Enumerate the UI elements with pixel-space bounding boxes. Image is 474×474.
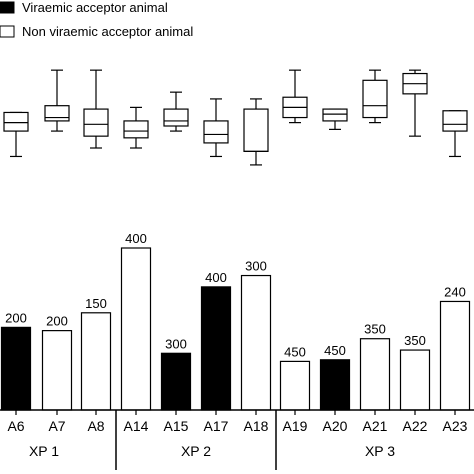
box-iqr	[442, 110, 468, 132]
bar-value-label-A14: 400	[125, 231, 147, 246]
x-tick-label-A23: A23	[443, 418, 468, 434]
legend-swatch-1	[0, 25, 15, 38]
bar-A7	[41, 330, 73, 411]
box-iqr	[203, 120, 229, 144]
x-tick-label-A8: A8	[87, 418, 104, 434]
x-tick-label-A20: A20	[323, 418, 348, 434]
bar-A19	[279, 360, 311, 411]
bar-value-label-A18: 300	[245, 259, 267, 274]
bar-value-label-A6: 200	[5, 310, 27, 325]
bar-A14	[120, 247, 152, 411]
bar-value-label-A20: 450	[324, 343, 346, 358]
group-label-0: XP 1	[29, 443, 59, 459]
x-axis: A6 A7 A8 A14 A15 A17 A18 A19 A20 A21 A22 A23 XP 1 XP …	[0, 409, 474, 470]
bar-value-label-A22: 350	[404, 333, 426, 348]
box-plot-A17	[203, 98, 229, 158]
box-iqr	[163, 108, 189, 127]
legend-swatch-0	[0, 1, 15, 14]
bar-value-label-A15: 300	[165, 336, 187, 351]
x-tick-label-A19: A19	[283, 418, 308, 434]
box-iqr	[243, 108, 269, 152]
bar-A6	[0, 326, 32, 411]
x-tick-label-A18: A18	[244, 418, 269, 434]
box-iqr	[44, 105, 70, 122]
bar-A20	[319, 359, 351, 411]
bar-A18	[240, 274, 272, 411]
box-iqr	[322, 108, 348, 122]
bar-A15	[160, 352, 192, 411]
legend: Viraemic acceptor animal Non viraemic acc…	[0, 0, 193, 39]
box-plot-A20	[322, 108, 348, 130]
box-plot-A7	[44, 69, 70, 132]
bar-A17	[200, 286, 232, 411]
box-plot-A15	[163, 91, 189, 132]
bar-chart: 200 200 150 400 300 400 300 450 450 350 350 240	[0, 231, 471, 411]
box-plot-A8	[83, 69, 109, 149]
box-plot-A18	[243, 98, 269, 166]
bar-value-label-A8: 150	[85, 296, 107, 311]
legend-label-0: Viraemic acceptor animal	[22, 0, 168, 15]
box-iqr	[123, 120, 149, 139]
bar-value-label-A19: 450	[284, 344, 306, 359]
bar-value-label-A23: 240	[444, 284, 466, 299]
x-tick-label-A7: A7	[48, 418, 65, 434]
box-plot-A6	[3, 111, 29, 158]
box-plot-A23	[442, 110, 468, 158]
legend-label-1: Non viraemic acceptor animal	[22, 24, 193, 39]
x-tick-label-A17: A17	[204, 418, 229, 434]
box-iqr	[3, 111, 29, 132]
bar-A23	[439, 300, 471, 411]
box-iqr	[362, 79, 388, 119]
bar-value-label-A21: 350	[364, 322, 386, 337]
bar-value-label-A7: 200	[46, 314, 68, 329]
box-plot	[3, 69, 468, 166]
box-plot-A21	[362, 69, 388, 124]
x-tick-label-A14: A14	[124, 418, 149, 434]
x-tick-label-A15: A15	[164, 418, 189, 434]
x-tick-label-A22: A22	[403, 418, 428, 434]
bar-value-label-A17: 400	[205, 270, 227, 285]
group-label-2: XP 3	[365, 443, 395, 459]
bar-A21	[359, 338, 391, 411]
x-tick-label-A6: A6	[7, 418, 24, 434]
box-iqr	[83, 108, 109, 137]
group-label-1: XP 2	[181, 443, 211, 459]
box-plot-A19	[282, 69, 308, 124]
bar-A22	[399, 349, 431, 411]
x-tick-label-A21: A21	[363, 418, 388, 434]
box-plot-A22	[402, 69, 428, 137]
box-plot-A14	[123, 106, 149, 149]
bar-A8	[80, 312, 112, 411]
